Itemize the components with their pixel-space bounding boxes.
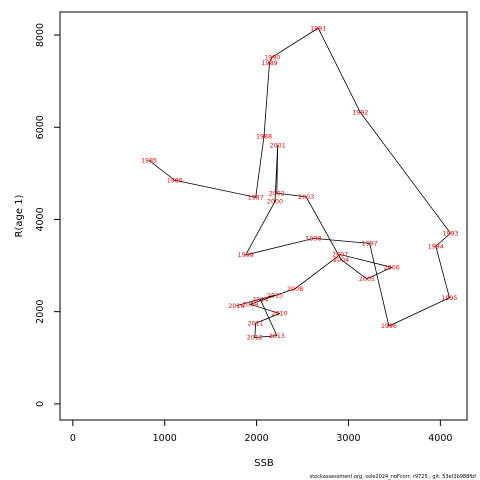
year-label: 2006 [384,265,400,272]
x-tick-label: 2000 [245,433,269,444]
y-axis-title: R(age 1) [14,194,25,237]
x-tick-label: 1000 [153,433,177,444]
year-label: 1994 [428,243,444,250]
year-label: 2014 [252,296,268,303]
year-label: 2005 [359,276,375,283]
year-label: 2009 [242,302,258,309]
footer-text: stockassessment.org, sole2024_noFcorr, r… [310,474,477,480]
y-tick-label: 6000 [35,115,46,139]
year-label: 1999 [238,252,254,259]
year-label: 2001 [270,142,286,149]
year-label: 2002 [269,190,285,197]
year-label: 2010 [272,311,288,318]
x-tick-label: 3000 [336,433,360,444]
year-label: 2013 [269,333,285,340]
x-axis-title: SSB [254,458,274,469]
year-label: 2015 [267,292,283,299]
year-label: 2012 [247,335,263,342]
y-tick-label: 8000 [35,23,46,47]
sr-series [148,27,452,338]
year-label: 1995 [441,295,457,302]
year-label: 1993 [442,231,458,238]
year-label: 1991 [310,25,326,32]
year-label: 1992 [352,110,368,117]
y-tick-label: 2000 [35,300,46,324]
x-axis: 0 1000 2000 3000 4000 [70,419,452,444]
year-label: 2008 [287,286,303,293]
year-label: 2004 [333,257,349,264]
year-label: 1997 [362,241,378,248]
year-label: 2003 [298,194,314,201]
year-label: 2007 [332,252,348,259]
year-label: 1989 [261,60,277,67]
year-label: 2016 [228,303,244,310]
year-label: 1988 [256,134,272,141]
plot-frame [59,11,468,421]
year-label: 2011 [248,320,264,327]
year-label: 1986 [167,178,183,185]
sr-path [148,27,452,338]
y-tick-label: 4000 [35,207,46,231]
year-label: 1990 [264,54,280,61]
year-label: 1998 [306,236,322,243]
year-label: 1987 [248,195,264,202]
y-tick-label: 0 [35,401,46,407]
year-label: 1996 [381,323,397,330]
year-label: 1985 [141,158,157,165]
year-label: 2000 [267,199,283,206]
y-axis: 0 2000 4000 6000 8000 [35,23,61,407]
x-tick-label: 0 [70,433,76,444]
x-tick-label: 4000 [428,433,452,444]
